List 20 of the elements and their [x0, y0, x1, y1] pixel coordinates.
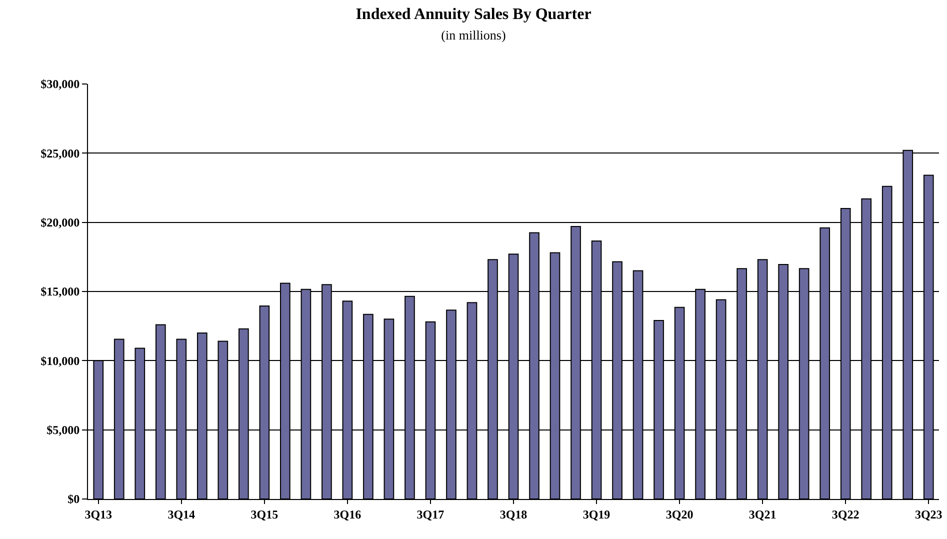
x-tick-label: 3Q13: [84, 507, 112, 522]
x-tick-label: 3Q16: [334, 507, 362, 522]
x-tick-label: 3Q17: [416, 507, 444, 522]
x-tick-label: 3Q15: [250, 507, 278, 522]
x-tick-label: 3Q22: [832, 507, 860, 522]
y-tick-label: $0: [68, 492, 80, 506]
x-tick-label: 3Q21: [748, 507, 776, 522]
x-tick-label: 3Q14: [168, 507, 196, 522]
y-tick-label: $30,000: [40, 77, 80, 92]
x-tick-label: 3Q18: [500, 507, 528, 522]
y-tick-label: $10,000: [40, 354, 80, 368]
y-tick-label: $25,000: [40, 146, 80, 160]
chart-subtitle: (in millions): [441, 28, 506, 43]
y-tick-label: $20,000: [40, 216, 80, 230]
chart-title: Indexed Annuity Sales By Quarter: [356, 6, 592, 23]
x-tick-label: 3Q20: [666, 507, 694, 522]
y-tick-label: $5,000: [46, 423, 80, 438]
y-tick-label: $15,000: [40, 284, 80, 299]
x-tick-label: 3Q23: [914, 507, 942, 522]
x-tick-label: 3Q19: [582, 507, 610, 522]
